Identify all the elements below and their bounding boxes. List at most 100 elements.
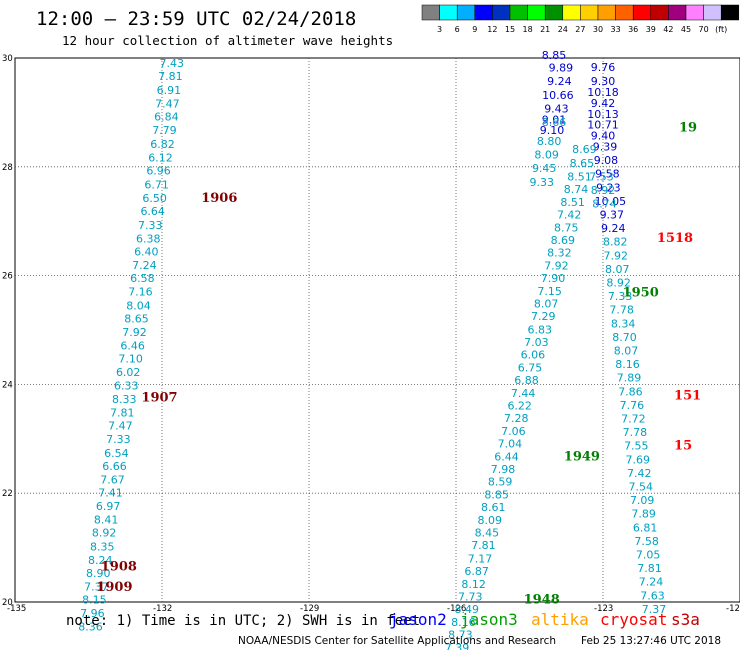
jason2-swh-value: 9.58	[595, 168, 620, 181]
colorbar-label: 36	[628, 25, 638, 34]
jason3-swh-value: 8.69	[551, 234, 576, 247]
jason3-swh-value: 6.54	[104, 447, 129, 460]
jason3-swh-value: 7.96	[80, 607, 105, 620]
jason3-swh-value: 6.33	[114, 379, 139, 392]
colorbar-swatch	[509, 4, 528, 21]
jason3-swh-value: 7.81	[110, 406, 135, 419]
colorbar-label: 39	[646, 25, 656, 34]
jason3-swh-value: 7.44	[511, 387, 536, 400]
jason3-swh-value: 7.42	[627, 467, 652, 480]
jason3-swh-value: 7.17	[468, 552, 493, 565]
pass-time-label: 151	[674, 389, 701, 404]
pass-time-label: 1518	[657, 231, 693, 246]
pass-time-label: 1950	[623, 285, 659, 300]
jason3-swh-value: 7.78	[623, 426, 648, 439]
colorbar-swatch	[632, 4, 652, 21]
jason3-swh-value: 6.06	[521, 348, 546, 361]
jason3-swh-value: 8.07	[614, 344, 639, 357]
jason3-swh-value: 7.81	[158, 70, 183, 83]
jason3-swh-value: 6.91	[157, 84, 182, 97]
colorbar-swatch	[685, 4, 704, 21]
pass-time-label: 1908	[101, 559, 137, 574]
jason3-swh-value: 8.16	[615, 358, 640, 371]
jason3-swh-value: 7.67	[100, 473, 125, 486]
jason3-swh-value: 8.80	[537, 135, 562, 148]
jason3-swh-value: 8.82	[603, 236, 628, 249]
colorbar-swatch	[580, 4, 599, 21]
jason3-swh-value: 7.90	[541, 272, 566, 285]
jason3-swh-value: 6.81	[633, 521, 658, 534]
colorbar-swatch	[474, 4, 493, 21]
satellite-label-jason3: jason3	[460, 610, 518, 629]
jason2-swh-value: 9.23	[596, 181, 621, 194]
jason3-swh-value: 7.73	[458, 590, 483, 603]
jason2-swh-value: 9.24	[601, 222, 626, 235]
jason3-swh-value: 6.71	[144, 179, 169, 192]
pass-time-label: 15	[674, 439, 692, 454]
jason3-swh-value: 8.45	[475, 527, 500, 540]
pass-time-label: 1909	[96, 580, 132, 595]
jason3-swh-value: 6.12	[148, 151, 173, 164]
pass-time-label: 1948	[524, 593, 560, 608]
axis-tick-labels: -135 -132 -129 -126 -123 -124 30 28 26 24 22 20	[2, 54, 740, 614]
plot-frame	[14, 57, 740, 603]
jason3-swh-value: 7.28	[504, 412, 529, 425]
colorbar-label: 33	[611, 25, 621, 34]
jason3-swh-value: 7.92	[122, 326, 147, 339]
jason3-swh-value: 8.66	[542, 116, 567, 129]
jason2-swh-value: 9.76	[591, 61, 616, 74]
jason3-swh-value: 7.78	[609, 304, 634, 317]
jason3-swh-value: 6.75	[518, 361, 543, 374]
colorbar-label: 12	[487, 25, 497, 34]
jason3-swh-value: 7.24	[132, 259, 157, 272]
jason2-swh-value: 9.30	[591, 75, 616, 88]
colorbar-swatch	[650, 4, 669, 21]
jason3-swh-value: 8.90	[86, 567, 111, 580]
colorbar-label: 15	[505, 25, 515, 34]
pass-time-label: 1907	[141, 390, 177, 405]
jason3-swh-value: 7.89	[631, 508, 656, 521]
y-tick-label: 20	[2, 598, 13, 608]
jason3-swh-value: 7.81	[637, 562, 662, 575]
jason3-swh-value: 6.40	[134, 245, 159, 258]
jason2-swh-value: 9.43	[544, 102, 569, 115]
jason2-swh-value: 9.42	[591, 97, 616, 110]
jason2-swh-value: 8.85	[542, 49, 567, 62]
y-tick-label: 30	[2, 54, 13, 64]
jason3-swh-value: 8.75	[554, 222, 579, 235]
jason3-swh-value: 7.55	[624, 440, 649, 453]
jason3-swh-value: 7.54	[628, 480, 653, 493]
jason3-swh-value: 7.29	[531, 310, 556, 323]
jason3-swh-value: 8.15	[82, 594, 107, 607]
x-tick-label: -124	[726, 604, 740, 614]
colorbar-swatch	[544, 4, 564, 21]
jason2-swh-value: 9.01	[542, 113, 567, 126]
jason3-swh-value: 8.09	[534, 149, 559, 162]
jason3-swh-value: 6.82	[150, 138, 175, 151]
jason3-swh-value: 6.44	[494, 451, 519, 464]
jason3-swh-value: 6.50	[142, 192, 167, 205]
jason3-swh-value: 7.04	[498, 438, 523, 451]
satellite-legend: jason2 jason3 altika cryosat s3a	[389, 610, 700, 629]
jason3-swh-value: 6.96	[146, 164, 171, 177]
colorbar-label: 6	[455, 25, 460, 34]
satellite-label-altika: altika	[531, 610, 589, 629]
jason3-swh-value: 8.59	[488, 476, 513, 489]
jason3-swh-value: 7.81	[471, 539, 496, 552]
jason3-swh-value: 8.07	[605, 263, 630, 276]
jason3-swh-value: 6.88	[514, 374, 539, 387]
jason3-swh-value: 7.47	[108, 420, 133, 433]
colorbar-label: 3	[437, 25, 442, 34]
jason2-swh-value: 9.24	[547, 75, 572, 88]
jason3-swh-value: 7.89	[617, 372, 642, 385]
jason3-swh-value: 7.47	[155, 98, 180, 111]
colorbar-swatch	[720, 4, 740, 21]
y-tick-label: 22	[2, 489, 13, 499]
jason3-swh-value: 8.69	[572, 143, 597, 156]
colorbar-label: 18	[523, 25, 533, 34]
y-tick-label: 24	[2, 380, 13, 390]
jason3-swh-value: 8.24	[88, 554, 113, 567]
jason3-swh-value: 7.10	[118, 353, 143, 366]
jason3-swh-value: 7.06	[501, 425, 526, 438]
